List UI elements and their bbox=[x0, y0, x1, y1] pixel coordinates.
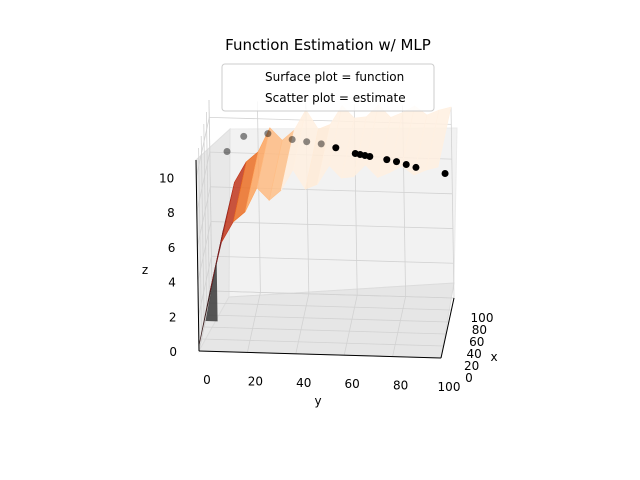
scatter-point bbox=[393, 158, 401, 166]
grid-side-x bbox=[200, 135, 205, 328]
z-tick-label: 6 bbox=[168, 241, 176, 255]
y-tick-label: 40 bbox=[296, 376, 311, 390]
scatter-point bbox=[288, 136, 296, 144]
y-tick-label: 0 bbox=[203, 373, 211, 387]
grid-floor-y bbox=[392, 296, 406, 357]
y-tick-label: 60 bbox=[345, 377, 360, 391]
z-tick-label: 10 bbox=[159, 171, 174, 185]
grid-side-x bbox=[198, 147, 202, 340]
axis-lines bbox=[195, 159, 455, 359]
legend-box bbox=[221, 63, 435, 112]
grid-side-z bbox=[196, 152, 211, 213]
scatter-point bbox=[366, 153, 374, 161]
scatter-plot bbox=[223, 130, 449, 177]
grid-back-z bbox=[211, 255, 454, 264]
scatter-point bbox=[332, 144, 340, 152]
legend-entry-scatter: Scatter plot = estimate bbox=[265, 91, 406, 105]
grid-back-y bbox=[450, 106, 455, 299]
scatter-point bbox=[264, 130, 272, 138]
grid-floor-y bbox=[247, 292, 261, 353]
scatter-point bbox=[240, 132, 248, 140]
x-tick-label: 20 bbox=[464, 359, 479, 373]
legend: Surface plot = function Scatter plot = e… bbox=[221, 63, 435, 112]
grid-side-x bbox=[203, 123, 208, 316]
grid-side-z bbox=[195, 117, 210, 178]
z-tick-label: 8 bbox=[167, 206, 175, 220]
grid-side-x bbox=[208, 99, 213, 292]
grid-floor-y bbox=[343, 295, 358, 356]
grid-back-y bbox=[257, 101, 261, 293]
x-axis-line bbox=[440, 297, 455, 359]
scatter-point bbox=[412, 163, 420, 171]
scatter-point bbox=[223, 148, 231, 156]
z-axis-label: z bbox=[142, 263, 148, 277]
x-tick-label: 0 bbox=[465, 371, 473, 385]
grid-floor-y bbox=[295, 293, 310, 354]
x-tick-label: 40 bbox=[467, 347, 482, 361]
y-tick-label: 20 bbox=[248, 374, 263, 388]
x-tick-label: 60 bbox=[469, 335, 484, 349]
y-tick-label: 80 bbox=[393, 379, 408, 393]
grid-floor-x bbox=[209, 302, 452, 311]
grid-side-z bbox=[197, 221, 212, 282]
grid-floor-x bbox=[206, 314, 449, 323]
grid-floor-x bbox=[201, 338, 444, 347]
grid-side-z bbox=[196, 186, 211, 247]
z-tick-label: 0 bbox=[169, 345, 177, 359]
grid-back-z bbox=[210, 221, 453, 229]
surface-base-panel bbox=[205, 260, 218, 322]
z-tick-label: 4 bbox=[168, 276, 176, 290]
surface-segment bbox=[425, 106, 452, 171]
z-axis-line bbox=[195, 159, 200, 352]
legend-entry-surface: Surface plot = function bbox=[265, 70, 404, 84]
scatter-point bbox=[402, 161, 410, 169]
y-axis-label: y bbox=[314, 394, 321, 408]
chart-title: Function Estimation w/ MLP bbox=[225, 36, 431, 54]
scatter-point bbox=[441, 169, 449, 177]
grid-back-z bbox=[211, 290, 455, 299]
x-tick-label: 100 bbox=[471, 311, 494, 325]
y-axis-line bbox=[198, 350, 442, 359]
z-tick-label: 2 bbox=[169, 310, 177, 324]
scatter-point bbox=[317, 140, 325, 148]
surface-plot bbox=[198, 103, 452, 346]
scatter-point bbox=[383, 156, 391, 164]
y-tick-label: 100 bbox=[438, 380, 461, 394]
grid-side-z bbox=[198, 256, 212, 317]
grid-side-x bbox=[206, 111, 210, 304]
x-axis-label: x bbox=[490, 350, 497, 364]
grid-floor-x bbox=[204, 326, 447, 335]
x-tick-label: 80 bbox=[472, 323, 487, 337]
scatter-point bbox=[303, 138, 311, 146]
